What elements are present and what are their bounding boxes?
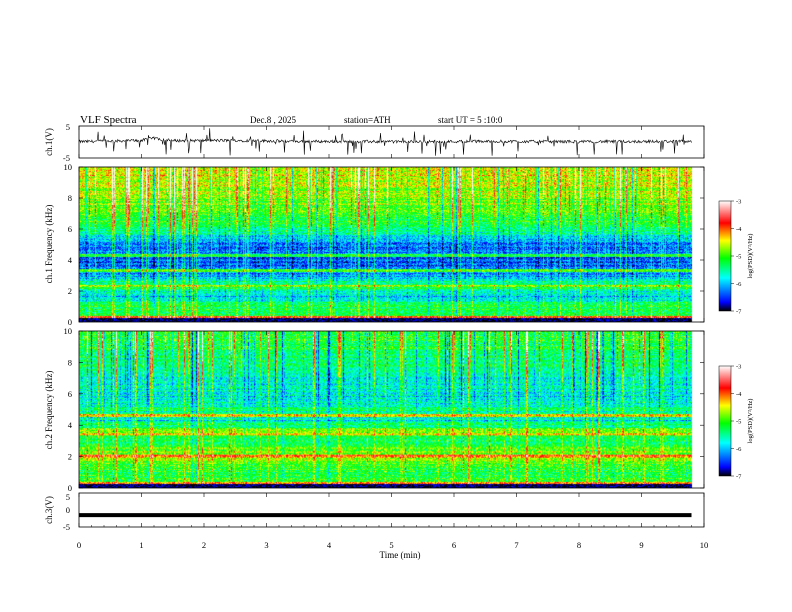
y-tick-label-8: 8: [68, 357, 72, 367]
x-tick-label-7: 7: [514, 540, 518, 550]
cb-tick-label--7: -7: [736, 309, 742, 316]
ch2-freq-ylabel-channel: ch.2 Frequency (kHz): [44, 371, 54, 450]
ch1-colorbar: -3 -4 -5 -6 -7 log(PSD)(V²/Hz): [718, 199, 754, 316]
start-ut-label: start UT = 5 :10:0: [438, 115, 503, 125]
x-tick-label-5: 5: [389, 540, 393, 550]
x-tick-label-2: 2: [202, 540, 206, 550]
ch1-colorbar-label: log(PSD)(V²/Hz): [747, 234, 754, 279]
time-axis: 0 1 2 3 4 5 6 7 8 9 10: [77, 126, 708, 550]
ch1-ytick-top: 5: [66, 122, 70, 132]
ch3-ylabel: ch.3(V): [44, 496, 54, 524]
y-tick-label-4: 4: [68, 255, 73, 265]
ch2-spectrogram-image: [79, 331, 704, 488]
x-tick-label-4: 4: [327, 540, 332, 550]
x-tick-label-1: 1: [139, 540, 143, 550]
station-label: station=ATH: [344, 115, 391, 125]
x-tick-label-0: 0: [77, 540, 81, 550]
ch3-waveform-panel: 5 0 -5 ch.3(V): [44, 492, 705, 532]
ch3-ytick-bottom: -5: [63, 522, 70, 532]
cb-tick-label--6: -6: [736, 281, 742, 288]
cb-tick-label--5: -5: [736, 419, 741, 426]
ch2-colorbar-gradient: [718, 365, 732, 477]
ch1-colorbar-gradient: [718, 200, 732, 312]
y-tick-label-0: 0: [68, 317, 72, 327]
y-tick-label-2: 2: [68, 286, 72, 296]
ch3-ytick-top: 5: [66, 492, 70, 502]
ch3-ytick-mid: 0: [66, 505, 70, 515]
y-tick-label-6: 6: [68, 389, 72, 399]
date-label: Dec.8 , 2025: [250, 115, 296, 125]
ch2-freq-ylabel: ch.2 Frequency (kHz): [44, 371, 54, 450]
ch2-spectrogram-panel: 0 2 4 6 8 10 ch.2 Frequency (kHz): [44, 326, 705, 493]
ch1-waveform-panel: 5 -5 ch.1(V): [44, 122, 705, 163]
y-tick-label-0: 0: [68, 483, 72, 493]
ch2-colorbar: -3 -4 -5 -6 -7 log(PSD)(V²/Hz): [718, 364, 754, 481]
ch1-ylabel: ch.1(V): [44, 128, 54, 156]
cb-tick-label--4: -4: [736, 226, 742, 233]
ch1-waveform-trace: [78, 128, 692, 156]
x-tick-label-10: 10: [700, 540, 709, 550]
y-tick-label-2: 2: [68, 452, 72, 462]
cb-tick-label--5: -5: [736, 254, 741, 261]
cb-tick-label--3: -3: [736, 199, 741, 206]
cb-tick-label--3: -3: [736, 364, 741, 371]
y-tick-label-6: 6: [68, 224, 72, 234]
y-tick-label-4: 4: [68, 420, 73, 430]
cb-tick-label--7: -7: [736, 474, 742, 481]
y-tick-label-10: 10: [64, 162, 73, 172]
x-tick-label-9: 9: [639, 540, 643, 550]
time-axis-label: Time (min): [380, 550, 421, 560]
ch1-ytick-bottom: -5: [63, 153, 70, 163]
x-tick-label-8: 8: [577, 540, 581, 550]
x-tick-label-3: 3: [264, 540, 268, 550]
ch1-freq-ylabel: ch.1 Frequency (kHz): [44, 205, 54, 284]
ch1-spectrogram-panel: 0 2 4 6 8 10 ch.1 Frequency (kHz): [44, 162, 705, 327]
cb-tick-label--6: -6: [736, 446, 742, 453]
figure-title: VLF Spectra: [80, 114, 137, 126]
y-tick-label-8: 8: [68, 193, 72, 203]
ch1-spectrogram-image: [79, 167, 704, 322]
y-tick-label-10: 10: [64, 326, 73, 336]
x-tick-label-6: 6: [452, 540, 456, 550]
cb-tick-label--4: -4: [736, 391, 742, 398]
ch1-freq-ylabel-channel: ch.1 Frequency (kHz): [44, 205, 54, 284]
ch2-colorbar-label: log(PSD)(V²/Hz): [747, 399, 754, 444]
